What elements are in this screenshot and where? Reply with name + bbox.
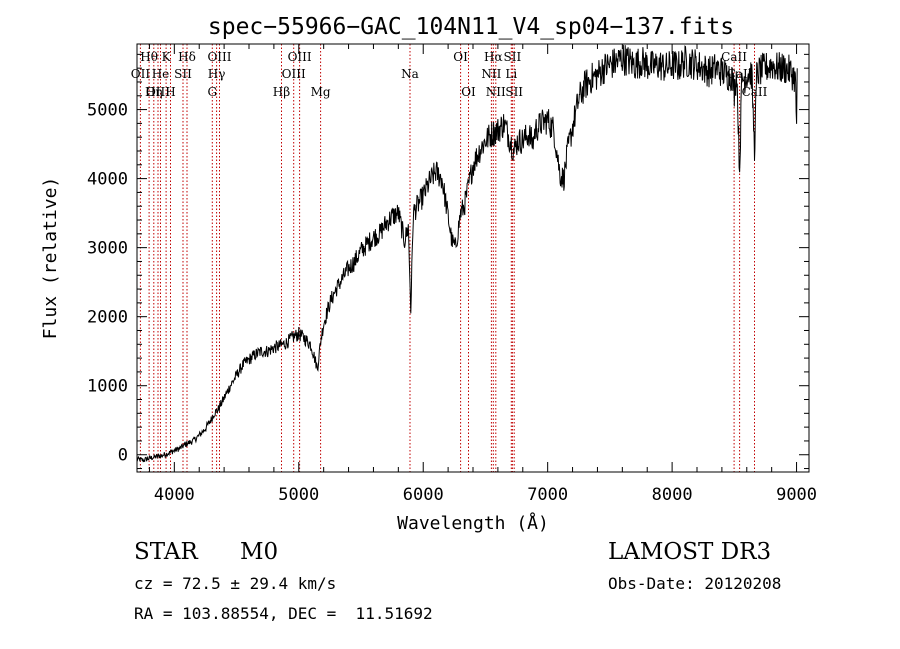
x-axis-label: Wavelength (Å)	[397, 512, 549, 534]
line-label: Na	[401, 67, 419, 81]
line-label: OIII	[146, 85, 170, 99]
line-label: Hη	[145, 85, 163, 99]
redshift-velocity: cz = 72.5 ± 29.4 km/s	[134, 574, 337, 593]
spectrum-line	[136, 44, 798, 463]
line-label: NII	[486, 85, 506, 99]
line-label: G	[208, 85, 218, 99]
line-label: OIII	[288, 50, 312, 64]
y-axis-ticks: 0 1000 2000 3000 4000 5000	[87, 53, 809, 470]
line-label: Mg	[311, 85, 331, 99]
x-tick-label: 5000	[278, 485, 319, 505]
line-label: CaII	[742, 85, 768, 99]
line-label: OIII	[207, 50, 231, 64]
emission-line-markers	[139, 44, 755, 472]
line-label: Li	[505, 67, 517, 81]
plot-frame	[136, 43, 810, 473]
line-label: Hθ	[140, 50, 158, 64]
line-label: OIII	[282, 67, 306, 81]
y-tick-label: 0	[118, 446, 128, 466]
x-tick-label: 8000	[652, 485, 693, 505]
line-label: CaII	[721, 50, 747, 64]
line-label: K	[162, 50, 172, 64]
y-tick-label: 5000	[87, 101, 128, 121]
x-axis-ticks: 4000 5000 6000 7000 8000 9000	[148, 44, 817, 505]
coordinates: RA = 103.88554, DEC = 11.51692	[134, 604, 433, 623]
line-label: Hγ	[208, 67, 226, 81]
line-label: OI	[453, 50, 468, 64]
object-class: STAR	[134, 539, 198, 565]
emission-line-labels: Hθ OII OIII He K Hη SII H Hδ OIII Hγ G Hβ OIII OIII Mg N…	[131, 50, 768, 99]
observation-date: Obs-Date: 20120208	[608, 574, 782, 593]
x-tick-label: 7000	[527, 485, 568, 505]
line-label: SII	[504, 50, 522, 64]
chart-title: spec−55966−GAC_104N11_V4_sp04−137.fits	[208, 14, 734, 40]
line-label: OI	[461, 85, 476, 99]
y-tick-label: 1000	[87, 377, 128, 397]
x-tick-label: 4000	[154, 485, 195, 505]
object-subclass: M0	[240, 539, 279, 565]
line-label: NII	[481, 67, 501, 81]
y-tick-label: 2000	[87, 308, 128, 328]
line-label: H	[165, 85, 175, 99]
line-label: He	[152, 67, 170, 81]
x-tick-label: 9000	[776, 485, 817, 505]
x-tick-label: 6000	[403, 485, 444, 505]
line-label: OII	[131, 67, 151, 81]
line-label: Hβ	[273, 85, 290, 99]
line-label: Hδ	[178, 50, 196, 64]
y-axis-label: Flux (relative)	[40, 177, 61, 340]
y-tick-label: 4000	[87, 170, 128, 190]
survey-name: LAMOST DR3	[608, 539, 772, 565]
line-label: SII	[174, 67, 192, 81]
y-tick-label: 3000	[87, 239, 128, 259]
line-label: Hα	[484, 50, 503, 64]
line-label: SII	[505, 85, 523, 99]
